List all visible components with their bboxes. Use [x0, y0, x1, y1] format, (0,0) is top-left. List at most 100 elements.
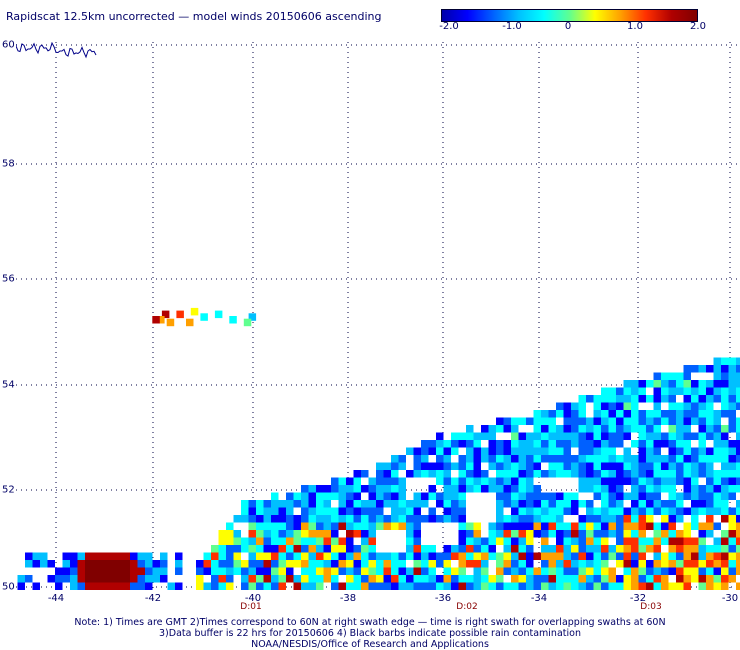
- wind-pixel: [556, 402, 564, 410]
- wind-pixel: [646, 432, 654, 440]
- wind-pixel: [196, 567, 204, 575]
- wind-pixel: [571, 417, 579, 425]
- wind-pixel: [503, 417, 511, 425]
- wind-pixel: [638, 507, 646, 515]
- wind-pixel: [458, 545, 466, 553]
- wind-pixel: [616, 425, 624, 433]
- wind-pixel: [122, 552, 130, 560]
- wind-pixel: [526, 522, 534, 530]
- wind-pixel: [466, 575, 474, 583]
- wind-pixel: [421, 552, 429, 560]
- wind-pixel: [563, 582, 571, 590]
- wind-pixel: [100, 575, 108, 583]
- wind-pixel: [698, 432, 706, 440]
- wind-pixel: [398, 575, 406, 583]
- wind-pixel: [488, 477, 496, 485]
- wind-pixel: [691, 380, 699, 388]
- wind-pixel: [563, 560, 571, 568]
- wind-pixel: [526, 432, 534, 440]
- wind-pixel: [631, 507, 639, 515]
- wind-pixel: [368, 515, 376, 523]
- wind-pixel: [256, 575, 264, 583]
- wind-pixel: [653, 380, 661, 388]
- wind-pixel: [130, 552, 138, 560]
- wind-pixel: [496, 500, 504, 508]
- wind-pixel: [361, 560, 369, 568]
- wind-pixel: [361, 582, 369, 590]
- wind-pixel: [638, 477, 646, 485]
- wind-pixel: [428, 582, 436, 590]
- wind-pixel: [736, 395, 740, 403]
- wind-pixel: [541, 545, 549, 553]
- wind-pixel: [85, 560, 93, 568]
- wind-pixel: [646, 470, 654, 478]
- wind-pixel: [728, 440, 736, 448]
- lon-label: -38: [339, 593, 357, 604]
- wind-pixel: [196, 582, 204, 590]
- wind-pixel: [698, 560, 706, 568]
- wind-pixel: [593, 507, 601, 515]
- wind-pixel: [661, 537, 669, 545]
- wind-pixel: [548, 432, 556, 440]
- wind-pixel: [353, 477, 361, 485]
- wind-pixel: [541, 410, 549, 418]
- wind-pixel: [406, 515, 414, 523]
- wind-pixel: [346, 567, 354, 575]
- wind-pixel: [301, 582, 309, 590]
- wind-pixel: [698, 462, 706, 470]
- wind-pixel: [653, 432, 661, 440]
- wind-pixel: [623, 560, 631, 568]
- wind-pixel: [122, 575, 130, 583]
- wind-pixel: [713, 470, 721, 478]
- wind-pixel: [436, 560, 444, 568]
- wind-pixel: [77, 582, 85, 590]
- wind-pixel: [721, 410, 729, 418]
- wind-pixel: [473, 537, 481, 545]
- wind-pixel: [608, 515, 616, 523]
- wind-pixel: [601, 567, 609, 575]
- wind-pixel: [608, 432, 616, 440]
- wind-pixel: [616, 417, 624, 425]
- wind-pixel: [646, 447, 654, 455]
- wind-pixel: [353, 492, 361, 500]
- wind-pixel: [668, 567, 676, 575]
- wind-pixel: [571, 492, 579, 500]
- wind-pixel: [593, 432, 601, 440]
- wind-pixel: [376, 515, 384, 523]
- wind-pixel: [368, 492, 376, 500]
- wind-pixel: [511, 530, 519, 538]
- wind-pixel: [608, 507, 616, 515]
- wind-pixel: [436, 552, 444, 560]
- wind-pixel: [526, 560, 534, 568]
- wind-pixel: [556, 575, 564, 583]
- wind-pixel: [571, 567, 579, 575]
- wind-pixel: [593, 402, 601, 410]
- wind-pixel: [661, 440, 669, 448]
- wind-pixel: [623, 522, 631, 530]
- wind-pixel: [301, 485, 309, 493]
- wind-pixel: [706, 492, 714, 500]
- wind-pixel: [541, 417, 549, 425]
- wind-pixel: [376, 462, 384, 470]
- wind-pixel: [518, 567, 526, 575]
- wind-pixel: [556, 440, 564, 448]
- wind-pixel: [713, 582, 721, 590]
- wind-pixel: [107, 582, 115, 590]
- wind-pixel: [668, 462, 676, 470]
- wind-pixel: [698, 530, 706, 538]
- wind-pixel: [548, 575, 556, 583]
- wind-pixel: [638, 470, 646, 478]
- wind-pixel: [668, 500, 676, 508]
- wind-pixel: [736, 432, 740, 440]
- wind-pixel: [413, 492, 421, 500]
- wind-pixel: [661, 417, 669, 425]
- wind-pixel: [25, 575, 33, 583]
- wind-pixel: [436, 440, 444, 448]
- wind-pixel: [601, 492, 609, 500]
- wind-pixel: [571, 500, 579, 508]
- wind-pixel: [503, 477, 511, 485]
- wind-pixel: [713, 492, 721, 500]
- wind-pixel: [526, 470, 534, 478]
- wind-pixel: [608, 582, 616, 590]
- wind-pixel: [323, 485, 331, 493]
